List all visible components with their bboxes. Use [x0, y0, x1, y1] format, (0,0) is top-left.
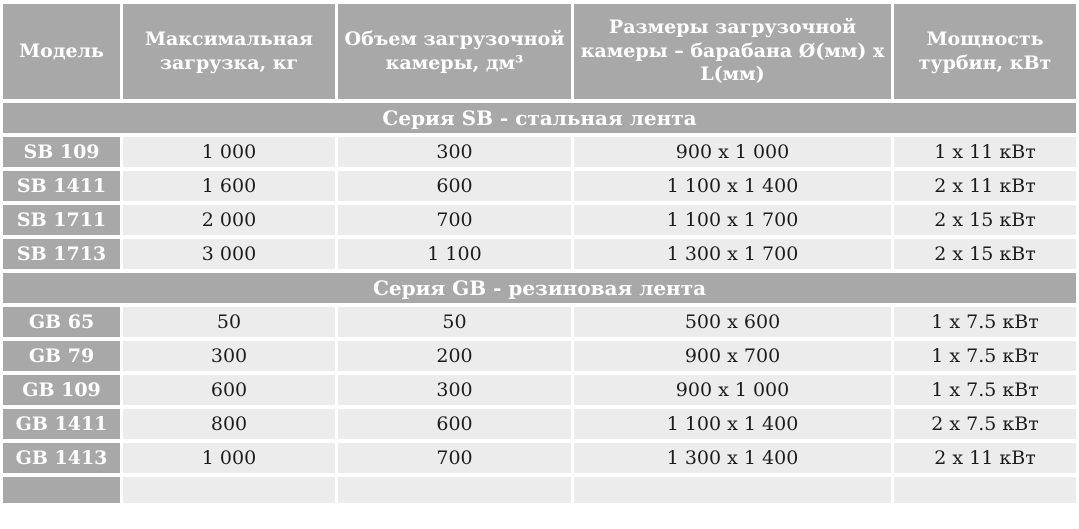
power-cell: 2 x 15 кВт [894, 239, 1076, 269]
section-title: Серия GB - резиновая лента [3, 273, 1076, 303]
table-row: SB 1411 1 600 600 1 100 x 1 400 2 x 11 к… [3, 171, 1076, 201]
column-header-chamber-volume: Объем загрузочной камеры, дм³ [338, 4, 571, 99]
dimensions-cell: 1 100 x 1 400 [574, 171, 891, 201]
power-cell: 2 x 11 кВт [894, 443, 1076, 473]
volume-cell: 300 [338, 375, 571, 405]
max-load-cell: 300 [123, 341, 335, 371]
section-header-gb: Серия GB - резиновая лента [3, 273, 1076, 303]
power-cell: 1 x 7.5 кВт [894, 307, 1076, 337]
model-cell: GB 79 [3, 341, 120, 371]
max-load-cell: 2 000 [123, 205, 335, 235]
model-cell: SB 1713 [3, 239, 120, 269]
max-load-cell: 50 [123, 307, 335, 337]
volume-cell: 600 [338, 171, 571, 201]
dimensions-cell: 1 100 x 1 400 [574, 409, 891, 439]
column-header-max-load: Максимальная загрузка, кг [123, 4, 335, 99]
table-row: SB 109 1 000 300 900 x 1 000 1 x 11 кВт [3, 137, 1076, 167]
power-cell: 2 x 7.5 кВт [894, 409, 1076, 439]
max-load-cell: 600 [123, 375, 335, 405]
table-row: GB 109 600 300 900 x 1 000 1 x 7.5 кВт [3, 375, 1076, 405]
max-load-cell: 800 [123, 409, 335, 439]
max-load-cell: 3 000 [123, 239, 335, 269]
max-load-cell [123, 477, 335, 503]
max-load-cell: 1 000 [123, 137, 335, 167]
model-cell: GB 1411 [3, 409, 120, 439]
specs-table: Модель Максимальная загрузка, кг Объем з… [3, 4, 1076, 503]
power-cell: 1 x 7.5 кВт [894, 341, 1076, 371]
model-cell: GB 1413 [3, 443, 120, 473]
dimensions-cell: 900 x 700 [574, 341, 891, 371]
dimensions-cell [574, 477, 891, 503]
model-cell: GB 65 [3, 307, 120, 337]
table-row: SB 1711 2 000 700 1 100 x 1 700 2 x 15 к… [3, 205, 1076, 235]
section-title: Серия SB - стальная лента [3, 103, 1076, 133]
power-cell: 2 x 15 кВт [894, 205, 1076, 235]
volume-cell: 700 [338, 443, 571, 473]
dimensions-cell: 1 300 x 1 700 [574, 239, 891, 269]
table-row: GB 79 300 200 900 x 700 1 x 7.5 кВт [3, 341, 1076, 371]
power-cell: 2 x 11 кВт [894, 171, 1076, 201]
dimensions-cell: 500 x 600 [574, 307, 891, 337]
volume-cell: 700 [338, 205, 571, 235]
volume-cell: 50 [338, 307, 571, 337]
table-row-partial-clipped [3, 477, 1076, 503]
dimensions-cell: 1 100 x 1 700 [574, 205, 891, 235]
max-load-cell: 1 000 [123, 443, 335, 473]
column-header-chamber-dimensions: Размеры загрузочной камеры – барабана Ø(… [574, 4, 891, 99]
table-row: GB 65 50 50 500 x 600 1 x 7.5 кВт [3, 307, 1076, 337]
max-load-cell: 1 600 [123, 171, 335, 201]
column-header-turbine-power: Мощность турбин, кВт [894, 4, 1076, 99]
model-cell: SB 109 [3, 137, 120, 167]
model-cell: GB 109 [3, 375, 120, 405]
section-header-sb: Серия SB - стальная лента [3, 103, 1076, 133]
table-row: GB 1413 1 000 700 1 300 x 1 400 2 x 11 к… [3, 443, 1076, 473]
volume-cell: 600 [338, 409, 571, 439]
column-header-model: Модель [3, 4, 120, 99]
table-header-row: Модель Максимальная загрузка, кг Объем з… [3, 4, 1076, 99]
volume-cell: 1 100 [338, 239, 571, 269]
volume-cell: 200 [338, 341, 571, 371]
model-cell: SB 1411 [3, 171, 120, 201]
volume-cell: 300 [338, 137, 571, 167]
power-cell: 1 x 7.5 кВт [894, 375, 1076, 405]
dimensions-cell: 900 x 1 000 [574, 375, 891, 405]
model-cell [3, 477, 120, 503]
power-cell: 1 x 11 кВт [894, 137, 1076, 167]
dimensions-cell: 900 x 1 000 [574, 137, 891, 167]
volume-cell [338, 477, 571, 503]
model-cell: SB 1711 [3, 205, 120, 235]
dimensions-cell: 1 300 x 1 400 [574, 443, 891, 473]
table-row: SB 1713 3 000 1 100 1 300 x 1 700 2 x 15… [3, 239, 1076, 269]
table-row: GB 1411 800 600 1 100 x 1 400 2 x 7.5 кВ… [3, 409, 1076, 439]
power-cell [894, 477, 1076, 503]
